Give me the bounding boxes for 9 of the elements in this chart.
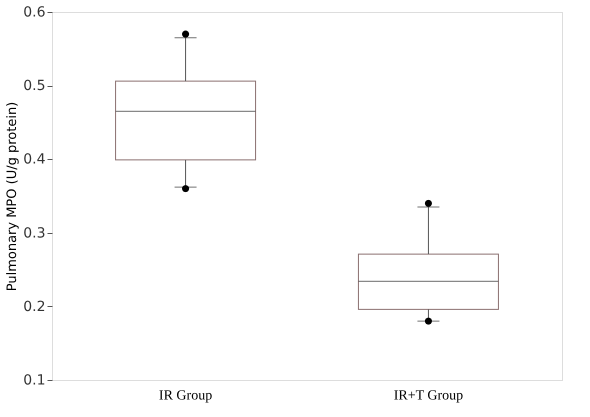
x-tick-label: IR Group [158,388,212,404]
y-tick-label: 0.6 [23,4,46,20]
y-tick-label: 0.3 [23,225,46,242]
y-tick-label: 0.5 [23,78,46,94]
x-tick-label: IR+T Group [394,388,464,404]
y-tick-label: 0.2 [23,298,46,315]
y-tick-label: 0.1 [23,372,46,388]
y-tick-label: 0.4 [23,152,46,168]
y-axis-title: Pulmonary MPO (U/g protein) [5,102,20,292]
